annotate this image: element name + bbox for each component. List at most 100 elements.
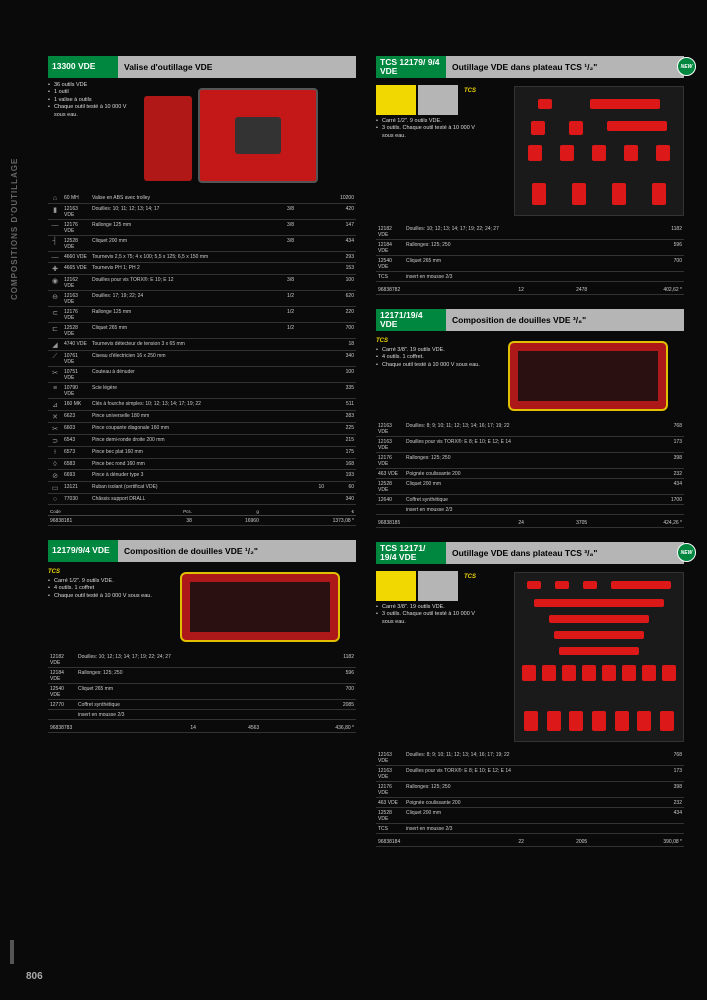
spec-g: 293 (326, 252, 356, 263)
price-g: 2478 (526, 285, 589, 295)
spec-no: 160 MK (62, 399, 90, 411)
spec-v1: 1/2 (266, 291, 296, 307)
spec-desc: Douilles pour vis TORX®: E 8; E 10; E 12… (404, 766, 654, 782)
spec-row: ◊6583Pince bec rond 160 mm168 (48, 459, 356, 470)
spec-g: 1182 (654, 224, 684, 240)
spec-g: 1700 (654, 495, 684, 505)
spec-no: 4665 VDE (62, 263, 90, 275)
tool-icon: ┤ (48, 236, 62, 252)
spec-v1 (266, 423, 296, 435)
spec-no: 463 VDE (376, 798, 404, 808)
spec-v1: 3/8 (266, 275, 296, 291)
product-tcs-12179: TCS 12179/ 9/4 VDE Outillage VDE dans pl… (376, 56, 684, 295)
th: Code (48, 508, 146, 516)
spec-g: 283 (326, 411, 356, 423)
spec-v1 (266, 367, 296, 383)
spec-g: 434 (654, 479, 684, 495)
spec-row: ⊃6543Pince demi-ronde droite 200 mm215 (48, 435, 356, 447)
spec-v1 (266, 470, 296, 482)
spec-v2 (296, 459, 326, 470)
spec-row: 12184 VDERallonges: 125; 250596 (48, 668, 356, 684)
spec-row: ┤12528 VDECliquet 200 mm3/8434 (48, 236, 356, 252)
tcs-label: TCS (464, 88, 476, 112)
spec-desc: Pince bec plat 160 mm (90, 447, 266, 459)
tool-icon: ⊖ (48, 291, 62, 307)
product-title: Outillage VDE dans plateau TCS ³/₈" NEW (446, 542, 684, 564)
new-badge: NEW (677, 543, 696, 562)
price-table: 96838185 24 3705 424,26 * (376, 518, 684, 528)
spec-table: 12182 VDEDouilles: 10; 12; 13; 14; 17; 1… (376, 224, 684, 282)
spec-desc: Poignée coulissante 200 (404, 798, 654, 808)
tcs-label: TCS (376, 338, 486, 344)
spec-v2 (296, 399, 326, 411)
bullet: Carré 3/8". 19 outils VDE. (376, 347, 486, 354)
spec-table: 12163 VDEDouilles: 8; 9; 10; 11; 12; 13;… (376, 421, 684, 515)
spec-v2 (296, 411, 326, 423)
product-code: 13300 VDE (48, 56, 118, 78)
spec-desc: Tournevis détecteur de tension 3 x 65 mm (90, 339, 266, 351)
bullet: 4 outils. 1 coffret (48, 585, 158, 592)
spec-desc: Douilles: 10; 11; 12; 13; 14; 17 (90, 204, 266, 220)
product-12171: 12171/19/4 VDE Composition de douilles V… (376, 309, 684, 528)
spec-g: 398 (654, 782, 684, 798)
spec-no: 12770 (48, 700, 76, 710)
spec-v2 (296, 307, 326, 323)
spec-g: 232 (654, 798, 684, 808)
spec-g: 215 (326, 435, 356, 447)
spec-no: 12540 VDE (48, 684, 76, 700)
tool-icon: ⟊ (48, 447, 62, 459)
price-eur: 1373,08 * (261, 516, 356, 526)
spec-row: ◢4740 VDETournevis détecteur de tension … (48, 339, 356, 351)
spec-row: 12163 VDEDouilles pour vis TORX®: E 8; E… (376, 766, 684, 782)
spec-no: 10761 VDE (62, 351, 90, 367)
spec-g: 335 (326, 383, 356, 399)
spec-v2 (296, 367, 326, 383)
spec-desc: Cliquet 200 mm (90, 236, 266, 252)
spec-v2 (296, 193, 326, 204)
spec-v2 (296, 204, 326, 220)
spec-no: 12176 VDE (376, 453, 404, 469)
spec-g: 168 (326, 459, 356, 470)
spec-desc: Cliquet 265 mm (90, 323, 266, 339)
spec-desc: Cliquet 200 mm (404, 808, 654, 824)
spec-g: 700 (326, 323, 356, 339)
tool-icon: ✕ (48, 411, 62, 423)
spec-g: 340 (326, 351, 356, 367)
spec-no: 12182 VDE (376, 224, 404, 240)
spec-desc: Tournevis PH 1; PH 2 (90, 263, 266, 275)
spec-no (48, 710, 76, 720)
spec-no: 463 VDE (376, 469, 404, 479)
price-pcs: 12 (486, 285, 526, 295)
spec-no: 12184 VDE (376, 240, 404, 256)
price-table: 96838782 12 2478 402,62 * (376, 285, 684, 295)
spec-row: ▮12163 VDEDouilles: 10; 11; 12; 13; 14; … (48, 204, 356, 220)
bullet: Carré 1/2". 9 outils VDE. (48, 578, 158, 585)
spec-row: TCSinsert en mousse 2/3 (376, 272, 684, 282)
spec-v2 (296, 275, 326, 291)
spec-v2 (296, 236, 326, 252)
spec-v1 (266, 447, 296, 459)
socket-set-image (180, 572, 340, 642)
product-title: Valise d'outillage VDE (118, 56, 356, 78)
spec-no: 60 MH (62, 193, 90, 204)
tool-icon: — (48, 220, 62, 236)
product-12179: 12179/9/4 VDE Composition de douilles VD… (48, 540, 356, 733)
spec-v1 (266, 339, 296, 351)
bullet-list: Carré 1/2". 9 outils VDE. 4 outils. 1 co… (48, 578, 158, 600)
spec-no: 12528 VDE (376, 479, 404, 495)
spec-g: 700 (326, 684, 356, 700)
spec-g: 511 (326, 399, 356, 411)
price-pcs: 14 (158, 723, 198, 733)
spec-desc: Rallonges: 125; 250 (404, 782, 654, 798)
spec-row: TCSinsert en mousse 2/3 (376, 824, 684, 834)
spec-v1 (266, 383, 296, 399)
spec-row: 12640Coffret synthétique1700 (376, 495, 684, 505)
tool-icon: — (48, 252, 62, 263)
spec-v2 (296, 435, 326, 447)
bullet: Chaque outil testé à 10 000 V sous eau. (48, 104, 138, 119)
tool-icon: ○ (48, 494, 62, 505)
spec-desc: Coffret synthétique (76, 700, 326, 710)
spec-v2 (296, 252, 326, 263)
spec-row: insert en mousse 2/3 (376, 505, 684, 515)
spec-v1 (266, 351, 296, 367)
